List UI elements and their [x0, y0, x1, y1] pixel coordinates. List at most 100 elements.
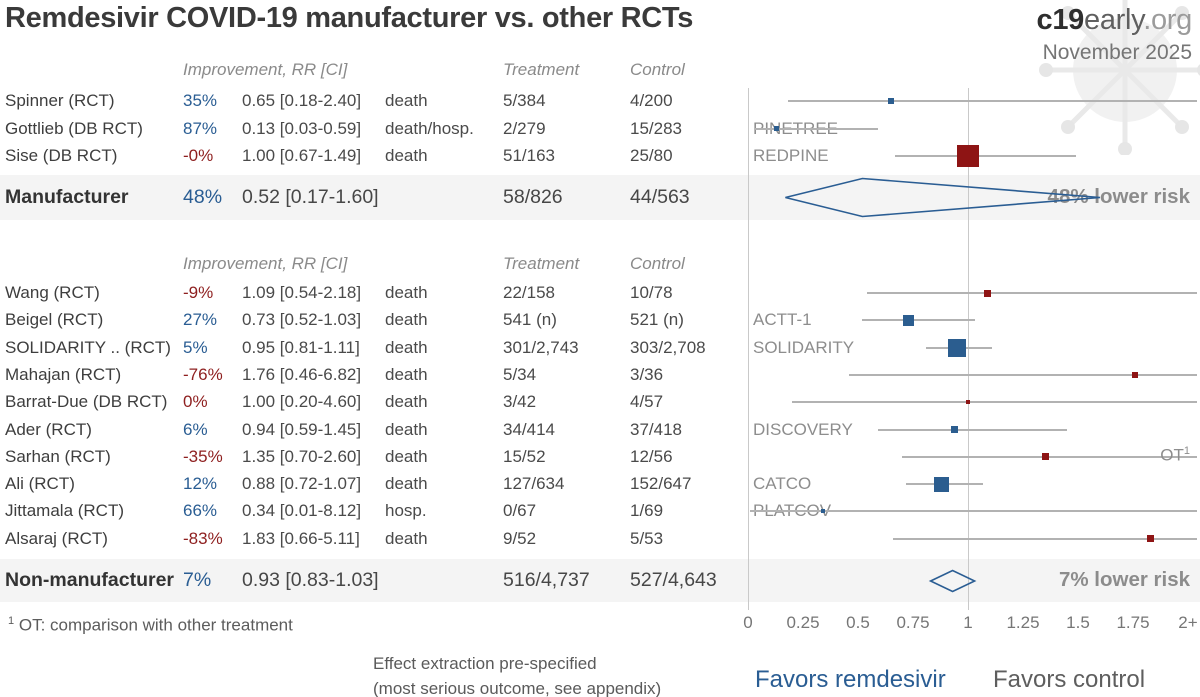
effect-marker	[1132, 371, 1139, 378]
improvement-value: 5%	[183, 337, 208, 357]
summary-name: Manufacturer	[5, 185, 129, 208]
ci-line	[792, 401, 1197, 404]
gridline-rr-zero	[748, 88, 749, 610]
page-title: Remdesivir COVID-19 manufacturer vs. oth…	[5, 2, 694, 34]
trial-label: SOLIDARITY	[753, 337, 855, 357]
rr-ci-value: 0.95 [0.81-1.11]	[242, 337, 360, 357]
footnote-text: OT: comparison with other treatment	[18, 615, 293, 635]
rr-ci-value: 1.35 [0.70-2.60]	[242, 446, 362, 466]
improvement-value: -9%	[183, 283, 214, 302]
treatment-count: 127/634	[503, 474, 565, 494]
outcome-label: death	[385, 337, 428, 357]
improvement-value: -76%	[183, 364, 223, 384]
column-header-improvement: Improvement, RR [CI]	[183, 60, 348, 79]
treatment-count: 51/163	[503, 146, 555, 165]
treatment-count: 34/414	[503, 419, 555, 439]
rr-ci-value: 1.76 [0.46-6.82]	[242, 364, 362, 384]
improvement-value: -0%	[183, 146, 214, 165]
study-name: Ader (RCT)	[5, 419, 92, 439]
trial-label: DISCOVERY	[753, 419, 853, 439]
ci-line	[750, 510, 1197, 513]
effect-marker	[888, 98, 894, 104]
site-logo: c19early.org	[1037, 4, 1193, 37]
axis-tick-label: 1.75	[1116, 613, 1150, 632]
study-name: Jittamala (RCT)	[5, 501, 125, 521]
column-header-treatment: Treatment	[503, 60, 580, 79]
ci-line	[893, 537, 1197, 540]
study-name: Alsaraj (RCT)	[5, 528, 108, 548]
summary-rr-ci: 0.93 [0.83-1.03]	[242, 569, 379, 591]
axis-tick-label: 1.5	[1066, 613, 1090, 632]
improvement-value: 12%	[183, 474, 218, 494]
rr-ci-value: 1.09 [0.54-2.18]	[242, 283, 362, 302]
treatment-count: 541 (n)	[503, 310, 557, 330]
outcome-label: death	[385, 364, 428, 384]
control-count: 3/36	[630, 364, 664, 384]
virus-watermark	[1039, 0, 1200, 155]
summary-improvement: 48%	[183, 185, 223, 208]
ci-line	[754, 127, 878, 130]
summary-rr-ci: 0.52 [0.17-1.60]	[242, 185, 379, 208]
study-name: Beigel (RCT)	[5, 310, 104, 330]
control-count: 12/56	[630, 446, 673, 466]
rr-ci-value: 0.88 [0.72-1.07]	[242, 474, 362, 494]
control-count: 152/647	[630, 474, 692, 494]
risk-note: 7% lower risk	[1058, 568, 1190, 591]
study-name: Mahajan (RCT)	[5, 364, 122, 384]
ci-line	[849, 373, 1197, 376]
improvement-value: -83%	[183, 528, 223, 548]
treatment-count: 0/67	[503, 501, 537, 521]
extraction-note: Effect extraction pre-specified (most se…	[373, 651, 661, 697]
treatment-count: 9/52	[503, 528, 537, 548]
summary-name: Non-manufacturer	[5, 569, 175, 591]
logo-early: early	[1084, 4, 1144, 36]
effect-marker	[951, 426, 959, 433]
improvement-value: -35%	[183, 446, 223, 466]
favors-remdesivir-label: Favors remdesivir	[755, 666, 946, 693]
study-name: Barrat-Due (DB RCT)	[5, 392, 168, 412]
effect-marker	[903, 314, 915, 326]
axis-tick-label: 2+	[1178, 613, 1198, 632]
other-treatment-label: OT1	[1160, 444, 1190, 465]
control-count: 25/80	[630, 146, 673, 165]
improvement-value: 27%	[183, 310, 218, 330]
footnote-superscript: 1	[8, 615, 15, 627]
summary-improvement: 7%	[183, 569, 212, 591]
control-count: 4/200	[630, 91, 673, 110]
control-count: 15/283	[630, 118, 682, 138]
treatment-count: 5/34	[503, 364, 537, 384]
treatment-count: 3/42	[503, 392, 537, 412]
outcome-label: death	[385, 91, 428, 110]
outcome-label: death/hosp.	[385, 118, 474, 138]
column-header-treatment: Treatment	[503, 254, 580, 273]
study-name: Ali (RCT)	[5, 474, 75, 494]
logo-c19: c19	[1036, 4, 1085, 36]
non-manufacturer-summary-band	[0, 559, 1200, 602]
improvement-value: 0%	[183, 392, 208, 412]
trial-label: CATCO	[753, 474, 812, 494]
outcome-label: death	[385, 283, 428, 302]
effect-marker	[1147, 535, 1155, 543]
control-count: 37/418	[630, 419, 682, 439]
effect-marker	[774, 126, 780, 131]
logo-org: .org	[1143, 4, 1192, 36]
extraction-note-line2: (most serious outcome, see appendix)	[373, 679, 662, 697]
summary-control-count: 527/4,643	[630, 569, 717, 591]
column-header-control: Control	[630, 254, 685, 273]
effect-marker	[948, 338, 966, 357]
rr-ci-value: 1.83 [0.66-5.11]	[242, 528, 360, 548]
control-count: 303/2,708	[630, 337, 706, 357]
rr-ci-value: 0.94 [0.59-1.45]	[242, 419, 362, 439]
treatment-count: 301/2,743	[503, 337, 579, 357]
ci-line	[877, 428, 1067, 431]
trial-label: REDPINE	[753, 146, 829, 165]
outcome-label: death	[385, 392, 428, 412]
ci-line	[895, 155, 1076, 157]
control-count: 5/53	[630, 528, 664, 548]
trial-label: ACTT-1	[753, 310, 812, 330]
control-count: 4/57	[630, 392, 664, 412]
study-name: Sise (DB RCT)	[5, 146, 118, 165]
effect-marker	[984, 289, 992, 297]
control-count: 1/69	[630, 501, 664, 521]
